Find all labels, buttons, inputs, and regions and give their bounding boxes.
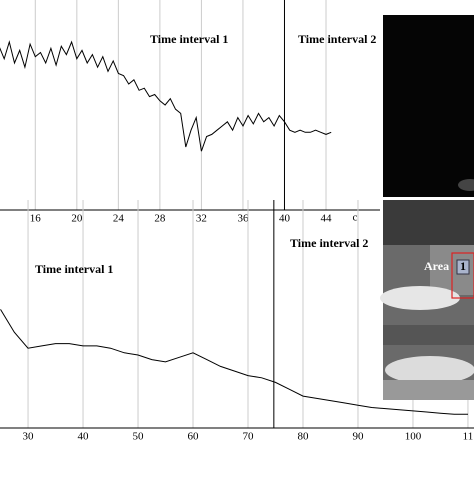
x-tick-label: 40	[78, 431, 90, 443]
x-tick-label: 60	[188, 431, 200, 443]
x-tick-label: 30	[23, 431, 35, 443]
image-glow	[458, 179, 474, 191]
x-axis-label: c	[353, 212, 358, 224]
annotation: Time interval 2	[290, 236, 368, 250]
area-box	[451, 252, 474, 299]
x-tick-label: 100	[405, 431, 422, 443]
x-tick-label: 90	[352, 431, 364, 443]
image-hot	[380, 286, 460, 310]
thermal-image-bottom: Area 1	[380, 200, 474, 400]
image-band	[383, 325, 474, 345]
x-tick-label: 40	[279, 213, 291, 225]
x-tick-label: 36	[237, 213, 249, 225]
data-line	[0, 309, 468, 415]
area-label: Area	[424, 259, 449, 273]
annotation: Time interval 1	[150, 32, 228, 46]
area-number-box	[456, 259, 470, 275]
area-number: 1	[460, 259, 466, 273]
image-floor	[383, 380, 474, 400]
image-hot	[385, 356, 474, 384]
x-tick-label: 44	[321, 213, 333, 225]
x-tick-label: 28	[154, 213, 166, 225]
x-tick-label: 24	[113, 213, 125, 225]
x-tick-label: 20	[71, 213, 83, 225]
x-tick-label: 16	[30, 213, 42, 225]
image-dark	[383, 200, 474, 245]
x-tick-label: 32	[196, 213, 207, 225]
x-tick-label: 11	[463, 431, 474, 443]
annotation: Time interval 1	[35, 262, 113, 276]
x-tick-label: 80	[297, 431, 309, 443]
data-line	[0, 40, 332, 152]
x-tick-label: 70	[242, 431, 254, 443]
x-tick-label: 50	[133, 431, 145, 443]
annotation: Time interval 2	[298, 32, 376, 46]
thermal-image-top	[383, 15, 474, 197]
